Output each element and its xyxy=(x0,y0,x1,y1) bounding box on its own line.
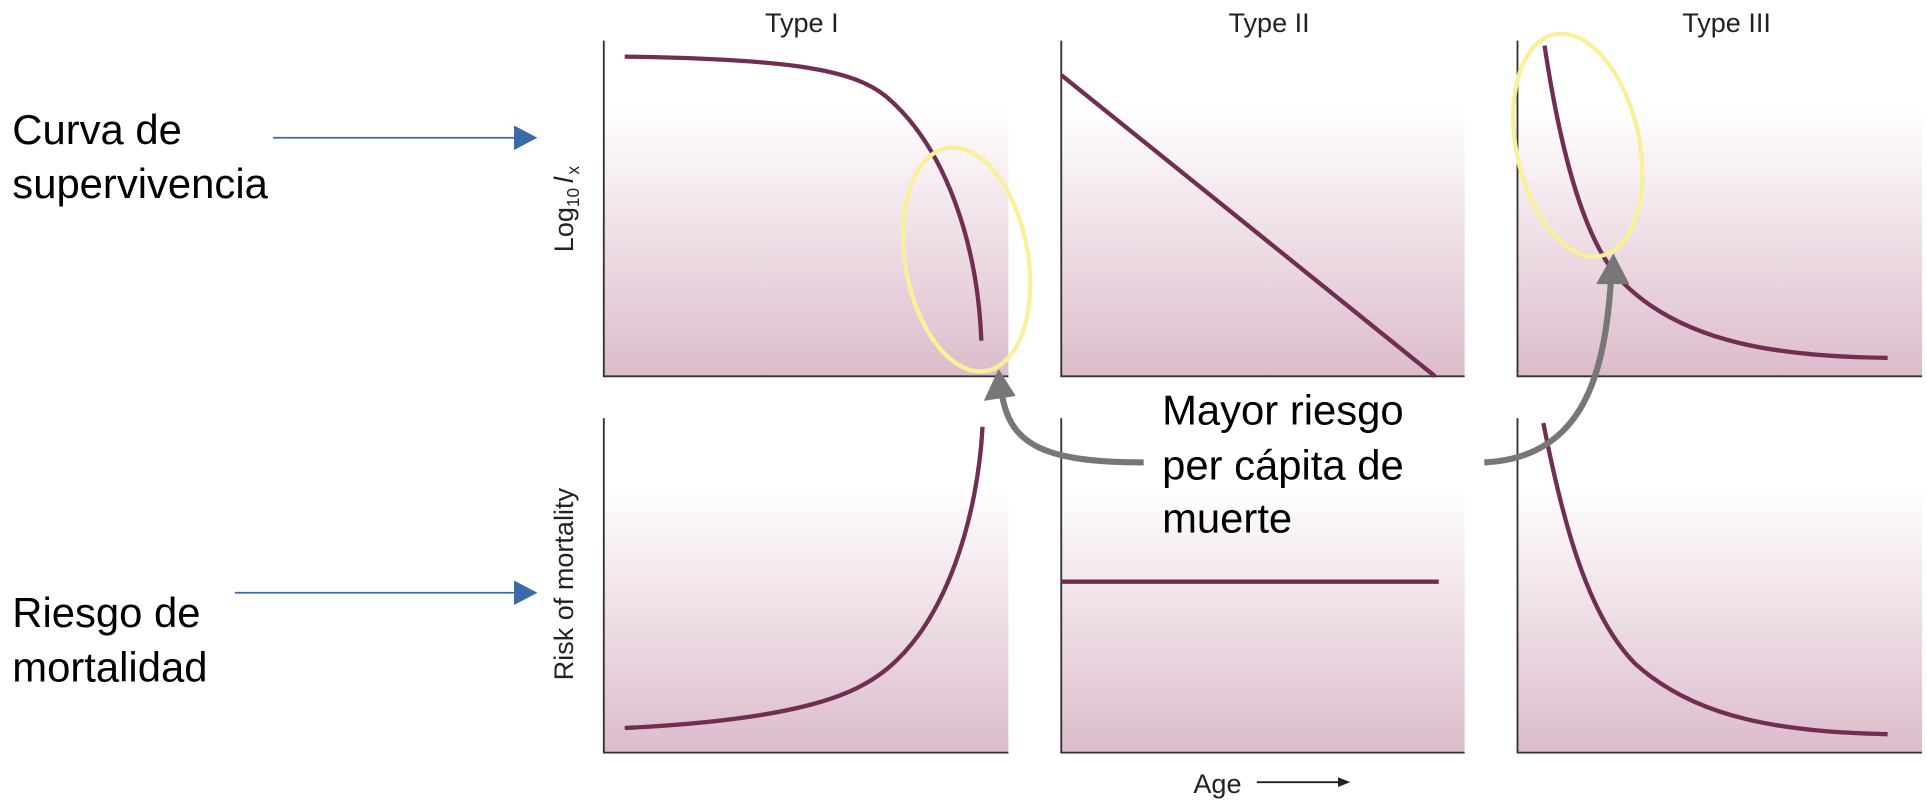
gray-arrows xyxy=(983,253,1630,466)
annotation: supervivencia xyxy=(12,160,268,207)
label-part: 10 xyxy=(563,188,583,207)
annotation: mortalidad xyxy=(12,643,207,690)
y-axis-label: Log10 lx xyxy=(549,166,583,253)
x-axis-arrow xyxy=(1256,777,1351,788)
label-part: x xyxy=(563,166,583,175)
annotation: per cápita de xyxy=(1162,442,1404,489)
label-part: Log xyxy=(549,207,579,252)
panel-title: Type II xyxy=(1228,8,1309,38)
panel-title: Type I xyxy=(765,8,839,38)
panel-title: Type III xyxy=(1682,8,1771,38)
highlights xyxy=(900,31,1645,374)
x-axis-label: Age xyxy=(1193,769,1241,799)
label-part: l xyxy=(549,176,579,183)
panel-backgrounds xyxy=(603,40,1923,753)
annotation: Mayor riesgo xyxy=(1162,386,1404,433)
annotation: muerte xyxy=(1162,495,1292,542)
annotation: Curva de xyxy=(12,106,182,153)
y-axis-label: Risk of mortality xyxy=(549,487,579,680)
annotation: Riesgo de xyxy=(12,589,200,636)
blue-arrows xyxy=(234,125,538,606)
